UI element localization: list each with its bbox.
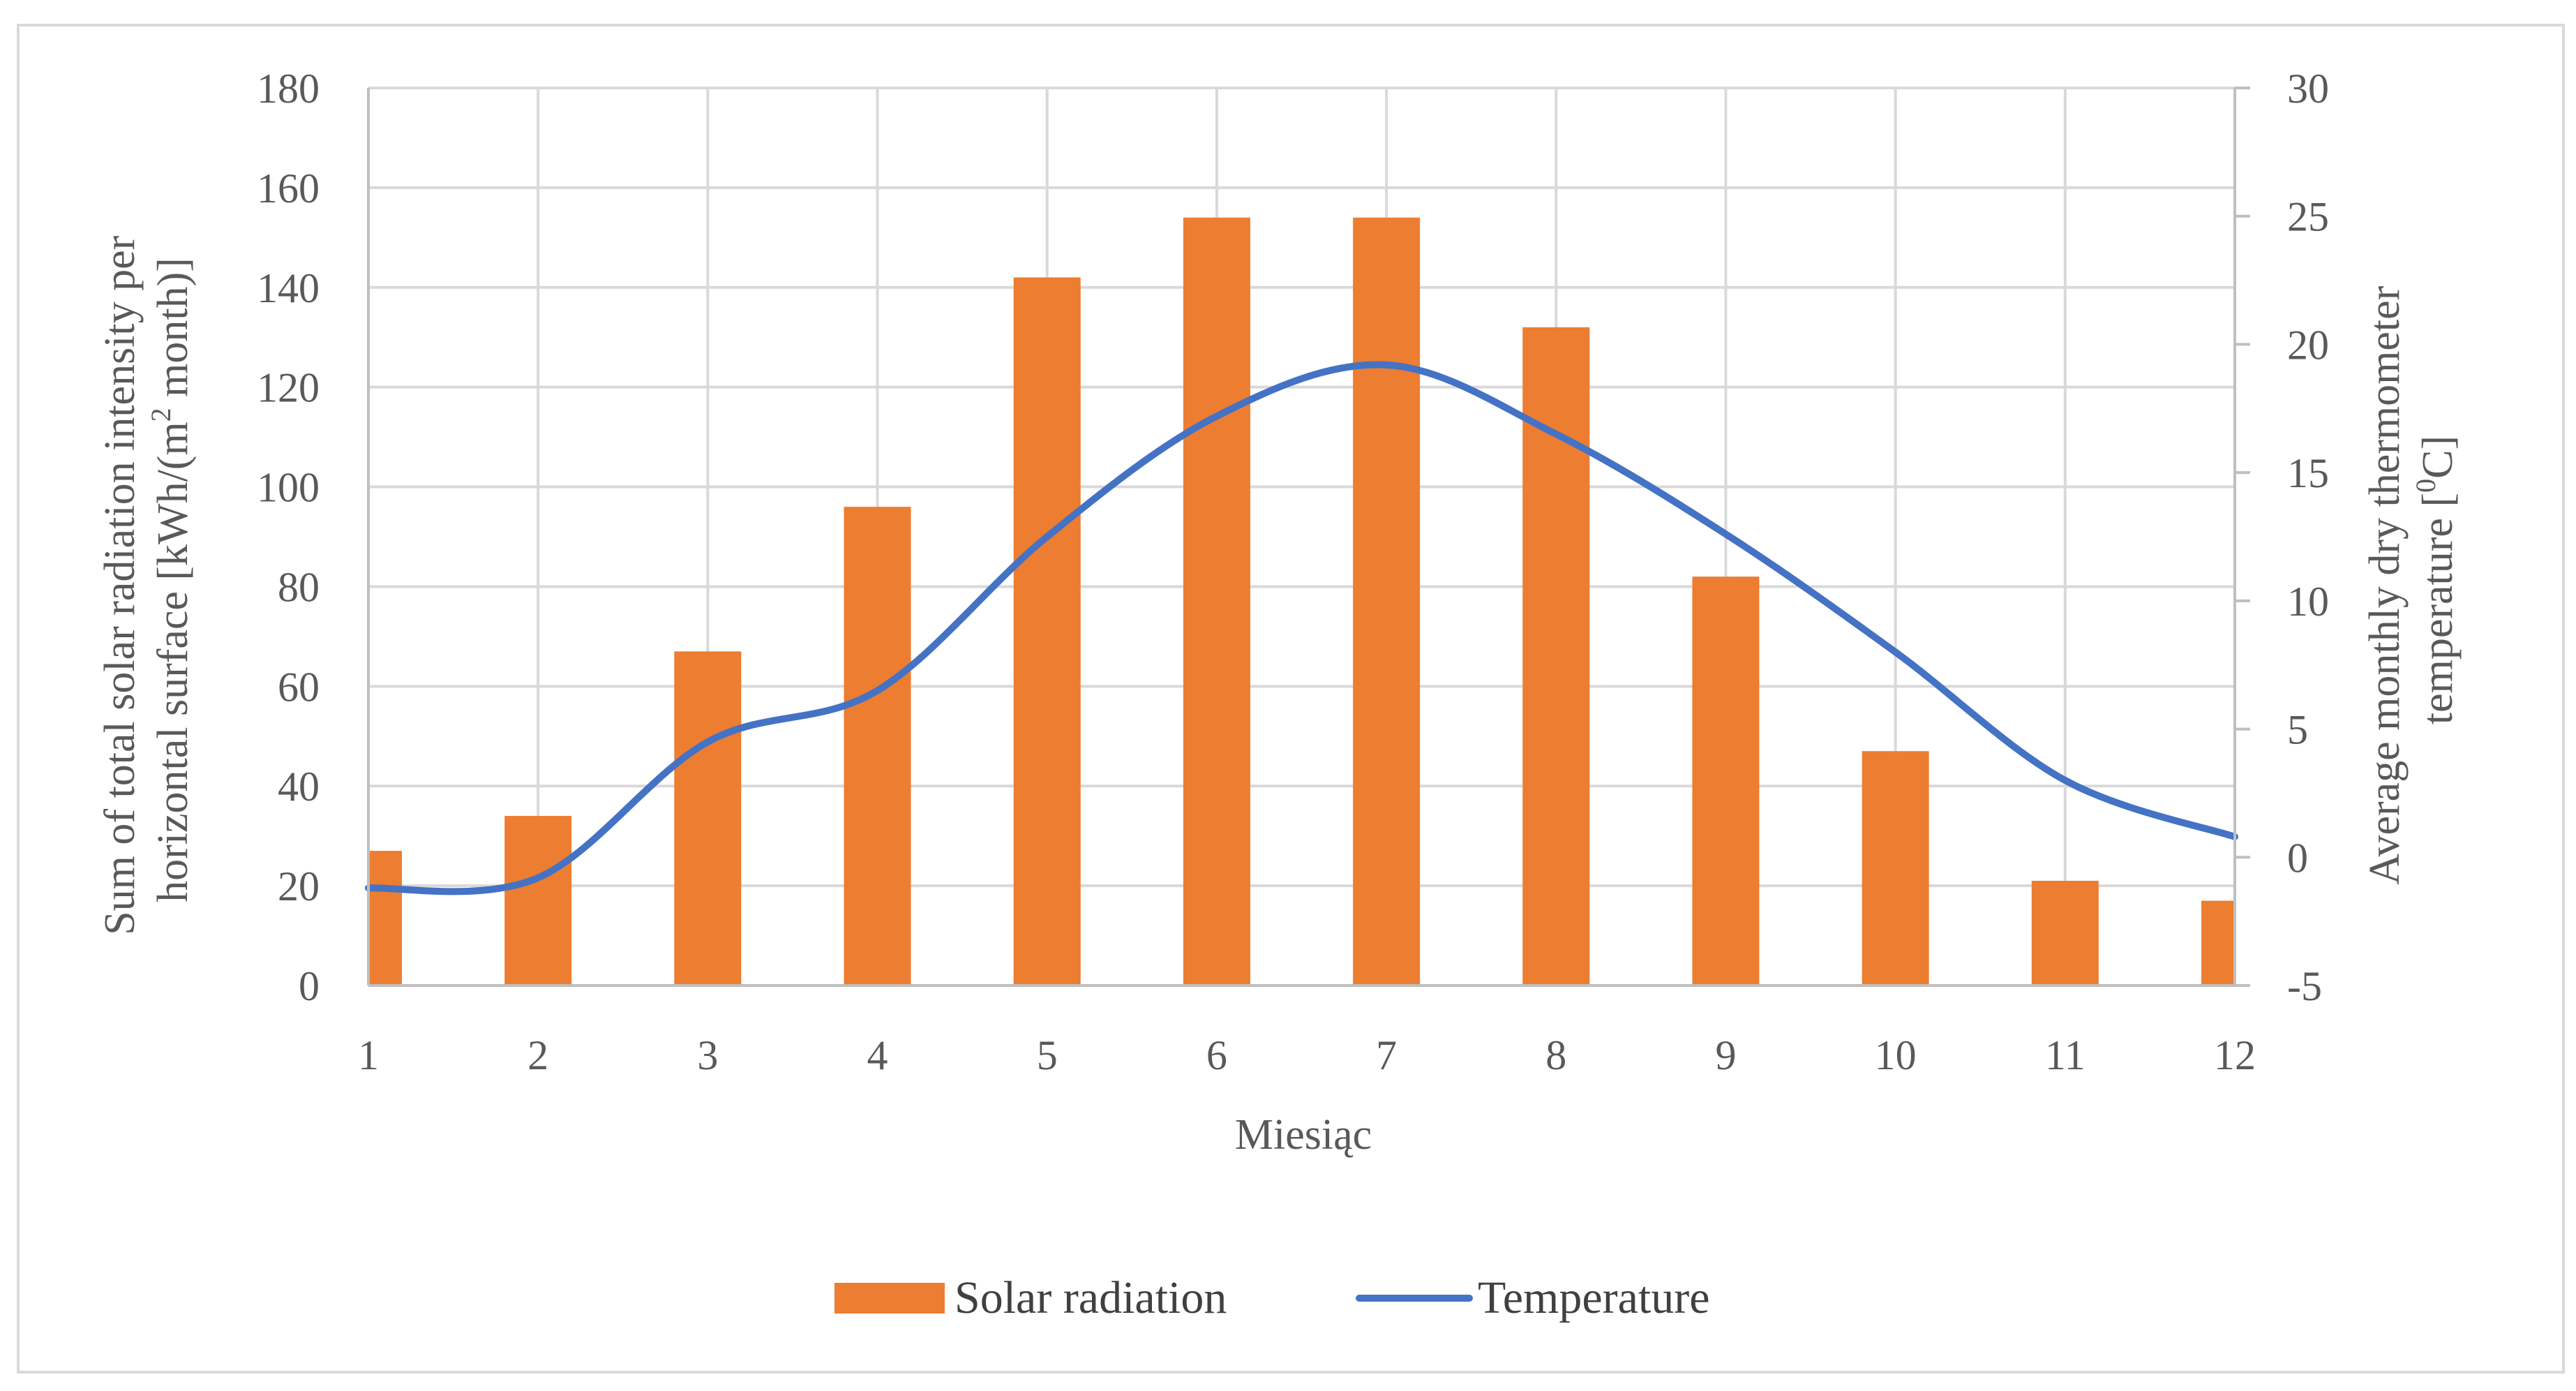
gridlines: [368, 87, 2235, 985]
x-tick-label: 3: [697, 1032, 718, 1078]
y-right-tick-label: 20: [2287, 322, 2329, 368]
y-right-title-line1: Average monthly dry thermometer: [2361, 285, 2409, 884]
x-tick-label: 11: [2045, 1032, 2085, 1078]
x-tick-label: 9: [1715, 1032, 1736, 1078]
bar-series-solar-radiation: [368, 217, 2235, 985]
legend: Solar radiation Temperature: [834, 1272, 1710, 1323]
bar-solar-radiation: [1013, 277, 1081, 985]
y-left-tick-label: 120: [257, 365, 320, 411]
bar-solar-radiation: [2031, 880, 2099, 985]
y-axis-right-title: Average monthly dry thermometer temperat…: [2361, 275, 2462, 884]
y-left-title-superscript: 2: [145, 408, 177, 422]
y-left-tick-label: 140: [257, 265, 320, 311]
x-tick-label: 8: [1545, 1032, 1566, 1078]
x-tick-label: 7: [1376, 1032, 1397, 1078]
y-left-tick-label: 20: [278, 863, 320, 909]
y-left-tick-label: 40: [278, 764, 320, 810]
x-tick-label: 10: [1875, 1032, 1917, 1078]
y-left-tick-label: 60: [278, 664, 320, 710]
y-right-title-line2-end: C]: [2414, 436, 2462, 479]
x-axis-title: Miesiąc: [1235, 1111, 1372, 1159]
bar-solar-radiation: [674, 651, 742, 985]
bar-solar-radiation: [504, 816, 572, 985]
bar-solar-radiation: [1862, 751, 1929, 985]
y-right-title-superscript: 0: [2410, 479, 2441, 493]
x-tick-label: 6: [1206, 1032, 1227, 1078]
line-series-temperature: [365, 361, 2238, 895]
bar-solar-radiation: [1522, 327, 1590, 985]
y-right-tick-label: -5: [2287, 963, 2322, 1009]
y-left-tick-label: 80: [278, 564, 320, 610]
x-tick-label: 5: [1037, 1032, 1058, 1078]
y-left-title-line2-end: month)]: [149, 258, 197, 408]
x-tick-label: 2: [527, 1032, 548, 1078]
y-left-tick-label: 0: [299, 963, 320, 1009]
y-left-title-line1: Sum of total solar radiation intensity p…: [96, 235, 144, 935]
y-right-tick-label: 25: [2287, 194, 2329, 240]
y-right-tick-label: 10: [2287, 579, 2329, 625]
y-left-tick-label: 100: [257, 465, 320, 511]
legend-label-solar-radiation: Solar radiation: [954, 1272, 1227, 1323]
y-axis-left-title: Sum of total solar radiation intensity p…: [96, 225, 197, 935]
bar-solar-radiation: [368, 851, 402, 985]
x-tick-label: 1: [358, 1032, 379, 1078]
y-right-tick-label: 15: [2287, 450, 2329, 496]
y-left-tick-label: 160: [257, 165, 320, 211]
legend-swatch-solar-radiation: [834, 1283, 945, 1314]
bar-solar-radiation: [1692, 577, 1760, 985]
y-right-tick-label: 0: [2287, 835, 2308, 881]
y-left-tick-label: 180: [257, 66, 320, 112]
y-left-title-line2: horizontal surface [kWh/(m: [149, 422, 197, 902]
bar-solar-radiation: [1353, 217, 1421, 985]
y-right-tick-label: 5: [2287, 707, 2308, 753]
bar-solar-radiation: [1183, 217, 1250, 985]
x-tick-label: 12: [2214, 1032, 2256, 1078]
x-tick-label: 4: [867, 1032, 888, 1078]
y-right-tick-label: 30: [2287, 66, 2329, 112]
chart-frame: 0 20 40 60 80 100 120 140 160 180 -5 0 5 10 15 20 25 30 1 2…: [17, 24, 2565, 1374]
bar-solar-radiation: [2201, 900, 2235, 985]
temperature-line: [365, 361, 2238, 895]
bar-solar-radiation: [844, 507, 911, 985]
y-right-title-line2: temperature [: [2414, 493, 2462, 724]
legend-label-temperature: Temperature: [1478, 1272, 1710, 1323]
